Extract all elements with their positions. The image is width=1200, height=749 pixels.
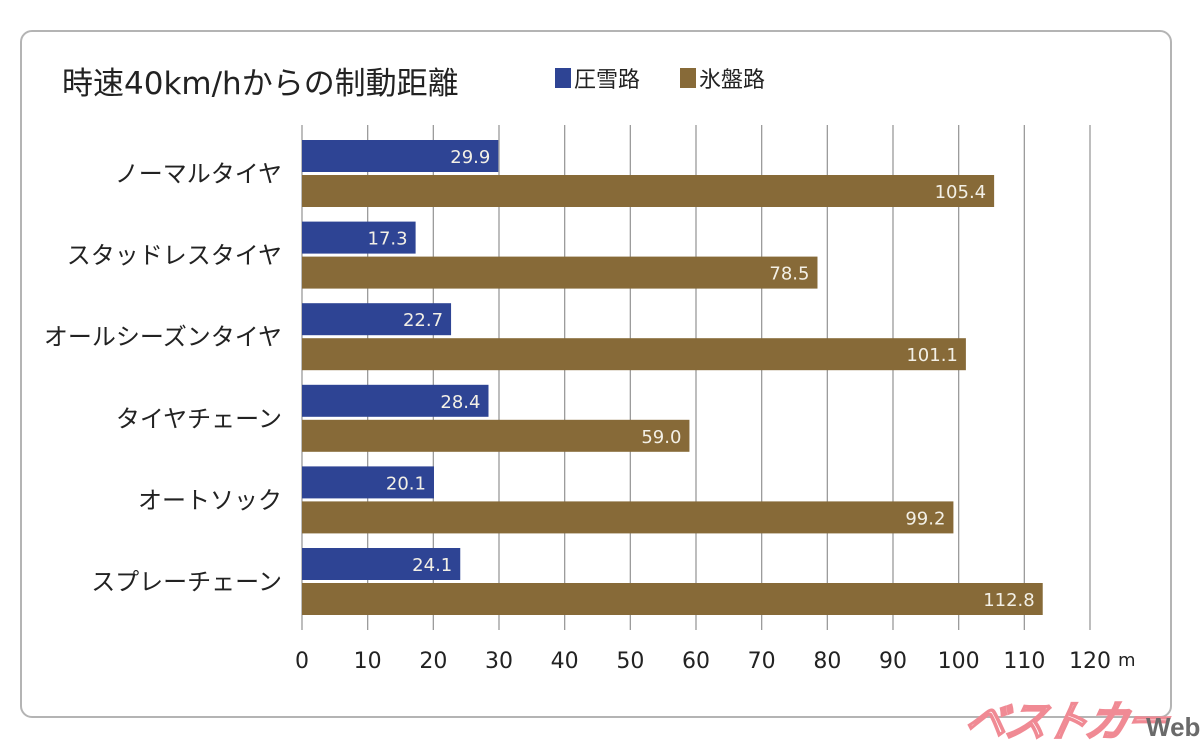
x-tick-label: 80 [813, 649, 841, 674]
x-tick-label: 30 [485, 649, 513, 674]
legend-item-compacted-snow: 圧雪路 [555, 62, 640, 94]
x-tick-label: 40 [551, 649, 579, 674]
x-tick-label: 110 [1003, 649, 1045, 674]
x-tick-label: 20 [419, 649, 447, 674]
x-unit-label: m [1118, 650, 1136, 671]
bar-compacted-snow [302, 303, 452, 336]
bar-compacted-snow [302, 140, 499, 172]
legend-label-compacted-snow: 圧雪路 [574, 68, 641, 93]
watermark-logo: ベストカー [959, 696, 1172, 747]
watermark-web: Web [1146, 712, 1200, 742]
category-label: オールシーズンタイヤ [44, 323, 282, 351]
bar-icy-road [302, 419, 690, 452]
bar-value-label: 24.1 [412, 555, 452, 576]
chart-title: 時速40km/hからの制動距離 [62, 66, 459, 102]
bar-value-label: 20.1 [386, 473, 426, 494]
bar-icy-road [302, 583, 1043, 615]
x-tick-label: 10 [354, 649, 382, 674]
bar-compacted-snow [302, 548, 461, 580]
legend-swatch-compacted-snow [555, 68, 571, 88]
category-label: スタッドレスタイヤ [67, 242, 282, 270]
bar-compacted-snow [302, 221, 416, 254]
bar-icy-road [302, 501, 954, 534]
bar-value-label: 59.0 [641, 427, 681, 448]
bar-value-label: 112.8 [983, 590, 1035, 611]
bar-value-label: 17.3 [368, 229, 408, 250]
legend-label-icy-road: 氷盤路 [699, 68, 766, 93]
bar-value-label: 101.1 [906, 345, 958, 366]
x-tick-label: 120 [1069, 649, 1111, 674]
legend-item-icy-road: 氷盤路 [680, 62, 765, 94]
bar-value-label: 105.4 [935, 182, 987, 203]
bar-value-label: 22.7 [403, 310, 443, 331]
x-tick-label: 0 [295, 649, 309, 674]
bar-icy-road [302, 338, 966, 371]
x-tick-label: 60 [682, 649, 710, 674]
category-label: ノーマルタイヤ [115, 160, 282, 188]
bar-value-label: 29.9 [450, 147, 490, 168]
x-tick-label: 100 [938, 649, 980, 674]
x-tick-label: 70 [748, 649, 776, 674]
x-tick-label: 50 [616, 649, 644, 674]
bar-value-label: 28.4 [440, 392, 480, 413]
bar-icy-road [302, 256, 818, 289]
bar-value-label: 99.2 [905, 508, 945, 529]
bar-value-label: 78.5 [769, 264, 809, 285]
legend-swatch-icy-road [680, 68, 696, 88]
x-tick-label: 90 [879, 649, 907, 674]
category-label: オートソック [138, 486, 282, 514]
category-label: スプレーチェーン [91, 568, 282, 596]
bar-compacted-snow [302, 466, 434, 499]
bar-compacted-snow [302, 384, 489, 417]
category-label: タイヤチェーン [116, 405, 282, 433]
bar-icy-road [302, 175, 995, 207]
